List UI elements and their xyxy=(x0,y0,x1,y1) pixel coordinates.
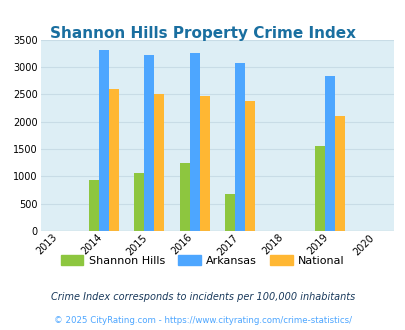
Bar xyxy=(224,194,234,231)
Bar xyxy=(144,55,154,231)
Bar xyxy=(134,173,144,231)
Legend: Shannon Hills, Arkansas, National: Shannon Hills, Arkansas, National xyxy=(57,250,348,270)
Bar xyxy=(179,163,189,231)
Text: Crime Index corresponds to incidents per 100,000 inhabitants: Crime Index corresponds to incidents per… xyxy=(51,292,354,302)
Bar xyxy=(325,76,335,231)
Bar xyxy=(99,50,109,231)
Bar xyxy=(89,180,99,231)
Text: Shannon Hills Property Crime Index: Shannon Hills Property Crime Index xyxy=(50,26,355,41)
Bar xyxy=(109,89,119,231)
Bar xyxy=(234,63,244,231)
Bar xyxy=(335,116,345,231)
Bar xyxy=(244,101,254,231)
Bar xyxy=(199,96,209,231)
Bar xyxy=(315,146,325,231)
Bar xyxy=(189,53,199,231)
Text: © 2025 CityRating.com - https://www.cityrating.com/crime-statistics/: © 2025 CityRating.com - https://www.city… xyxy=(54,315,351,325)
Bar xyxy=(154,94,164,231)
